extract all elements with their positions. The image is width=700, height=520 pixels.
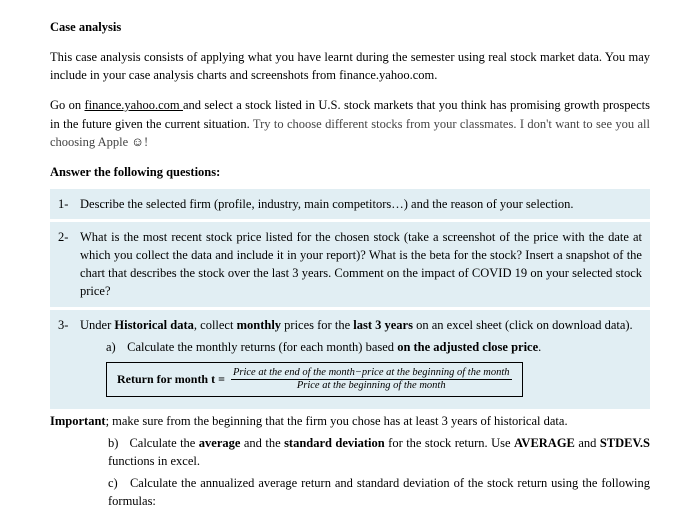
q3-frag-f: last 3 years — [353, 318, 413, 332]
q3b-letter: b) — [108, 434, 126, 452]
important-label: Important — [50, 414, 106, 428]
question-1: 1- Describe the selected firm (profile, … — [50, 189, 650, 219]
q3a-frag-c: . — [538, 340, 541, 354]
q2-number: 2- — [58, 228, 80, 301]
q3-frag-g: on an excel sheet (click on download dat… — [413, 318, 633, 332]
question-2: 2- What is the most recent stock price l… — [50, 222, 650, 307]
important-note: Important; make sure from the beginning … — [50, 412, 650, 430]
q3-sub-c: c) Calculate the annualized average retu… — [50, 474, 650, 510]
formula-denominator: Price at the beginning of the month — [295, 380, 448, 392]
q3b-frag-b: average — [199, 436, 241, 450]
q3-sub-b: b) Calculate the average and the standar… — [50, 434, 650, 470]
q3b-frag-e: for the stock return. Use — [385, 436, 514, 450]
q3b-frag-d: standard deviation — [284, 436, 385, 450]
q3-frag-e: prices for the — [281, 318, 353, 332]
intro-text-a: Go on — [50, 98, 85, 112]
q2-text: What is the most recent stock price list… — [80, 228, 642, 301]
return-formula-box: Return for month t = Price at the end of… — [106, 362, 523, 397]
q3-frag-d: monthly — [237, 318, 281, 332]
q3c-text: Calculate the annualized average return … — [108, 476, 650, 508]
q1-number: 1- — [58, 195, 80, 213]
questions-heading: Answer the following questions: — [50, 163, 650, 181]
finance-yahoo-link[interactable]: finance.yahoo.com — [85, 98, 183, 112]
q1-text: Describe the selected firm (profile, ind… — [80, 195, 642, 213]
q3-frag-b: Historical data — [114, 318, 194, 332]
q3b-frag-g: and — [575, 436, 600, 450]
intro-paragraph-1: This case analysis consists of applying … — [50, 48, 650, 84]
q3b-frag-c: and the — [240, 436, 284, 450]
formula-fraction: Price at the end of the month−price at t… — [231, 367, 512, 392]
important-text: ; make sure from the beginning that the … — [106, 414, 568, 428]
formula-numerator: Price at the end of the month−price at t… — [231, 367, 512, 380]
q3b-frag-i: functions in excel. — [108, 454, 200, 468]
formula-lhs: Return for month t = — [117, 371, 225, 388]
q3c-letter: c) — [108, 474, 126, 492]
q3b-frag-f: AVERAGE — [514, 436, 575, 450]
question-3: 3- Under Historical data, collect monthl… — [50, 310, 650, 409]
q3-number: 3- — [58, 316, 80, 334]
q3-frag-c: , collect — [194, 318, 237, 332]
exclaim: ! — [144, 135, 148, 149]
q3a-letter: a) — [106, 338, 124, 356]
q3-sub-a: a) Calculate the monthly returns (for ea… — [58, 338, 642, 356]
q3-frag-a: Under — [80, 318, 114, 332]
q3a-frag-a: Calculate the monthly returns (for each … — [127, 340, 397, 354]
q3a-frag-b: on the adjusted close price — [397, 340, 538, 354]
q3-text: Under Historical data, collect monthly p… — [80, 316, 642, 334]
page-title: Case analysis — [50, 18, 650, 36]
smiley-icon: ☺ — [131, 135, 144, 149]
q3b-frag-a: Calculate the — [129, 436, 198, 450]
intro-paragraph-2: Go on finance.yahoo.com and select a sto… — [50, 96, 650, 150]
q3b-frag-h: STDEV.S — [600, 436, 650, 450]
